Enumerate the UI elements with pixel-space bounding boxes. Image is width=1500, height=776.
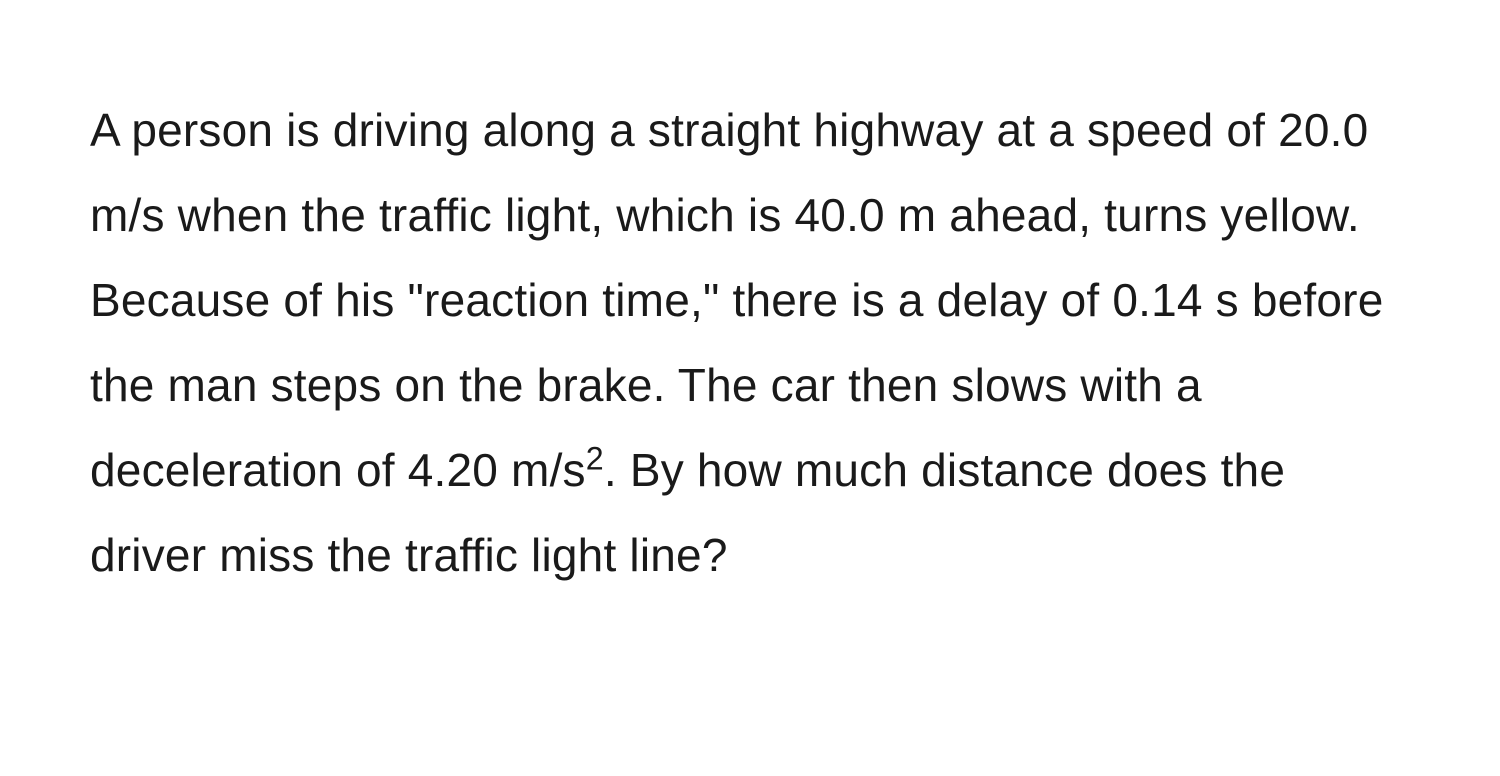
physics-problem-paragraph: A person is driving along a straight hig… xyxy=(90,88,1410,599)
problem-text-before-superscript: A person is driving along a straight hig… xyxy=(90,104,1383,496)
document-container: A person is driving along a straight hig… xyxy=(0,0,1500,776)
exponent-superscript: 2 xyxy=(586,441,604,477)
